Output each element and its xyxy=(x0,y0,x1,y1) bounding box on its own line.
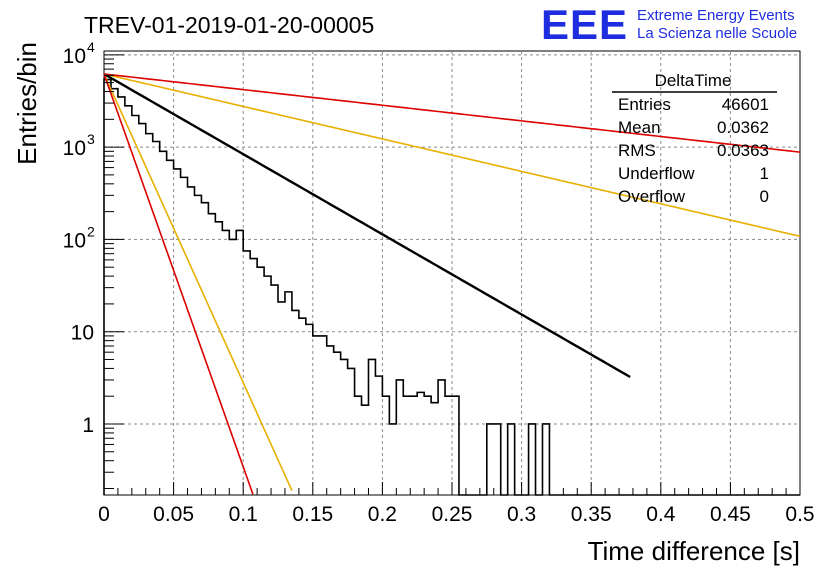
y-tick-label: 10 xyxy=(63,137,86,160)
fit-line-0 xyxy=(103,72,631,379)
x-tick-label: 0.45 xyxy=(710,503,751,526)
logo-line2: La Scienza nelle Scuole xyxy=(637,25,797,42)
chart-title: TREV-01-2019-01-20-00005 xyxy=(84,12,374,38)
fit-line-4 xyxy=(103,73,254,495)
y-tick-exponent: 3 xyxy=(87,131,95,147)
stats-title: DeltaTime xyxy=(655,71,732,90)
fit-line-2 xyxy=(103,73,801,153)
stats-box: DeltaTime Entries 46601 Mean 0.0362 RMS … xyxy=(612,71,777,206)
stats-value-entries: 46601 xyxy=(722,95,769,114)
eee-logo: EEE Extreme Energy Events La Scienza nel… xyxy=(541,1,797,48)
fit-line-3 xyxy=(103,73,293,491)
x-tick-label: 0.2 xyxy=(368,503,397,526)
fit-line-1 xyxy=(103,73,801,238)
y-tick-exponent: 4 xyxy=(87,39,95,55)
x-tick-label: 0.15 xyxy=(292,503,333,526)
stats-value-rms: 0.0363 xyxy=(717,141,769,160)
data-layer xyxy=(103,72,801,496)
x-tick-label: 0.5 xyxy=(785,503,814,526)
stats-label-mean: Mean xyxy=(618,118,661,137)
x-tick-label: 0.35 xyxy=(571,503,612,526)
x-tick-label: 0.1 xyxy=(229,503,258,526)
y-tick-label: 10 xyxy=(63,229,86,252)
stats-value-mean: 0.0362 xyxy=(717,118,769,137)
y-tick-label: 1 xyxy=(82,414,94,437)
x-tick-label: 0 xyxy=(98,503,110,526)
stats-label-underflow: Underflow xyxy=(618,164,695,183)
x-tick-label: 0.3 xyxy=(507,503,536,526)
y-tick-exponent: 2 xyxy=(87,223,95,239)
stats-value-overflow: 0 xyxy=(760,187,769,206)
logo-mark: EEE xyxy=(541,1,628,48)
histogram-deltatime xyxy=(103,78,800,496)
stats-label-overflow: Overflow xyxy=(618,187,686,206)
logo-line1: Extreme Energy Events xyxy=(637,7,795,24)
stats-value-underflow: 1 xyxy=(760,164,769,183)
stats-label-rms: RMS xyxy=(618,141,656,160)
y-axis-title: Entries/bin xyxy=(12,42,42,165)
y-tick-label: 10 xyxy=(63,45,86,68)
x-tick-label: 0.4 xyxy=(646,503,676,526)
y-tick-label: 10 xyxy=(71,322,94,345)
x-tick-label: 0.05 xyxy=(153,503,194,526)
stats-label-entries: Entries xyxy=(618,95,671,114)
axes: 0 0.05 0.1 0.15 0.2 0.25 0.3 0.35 0.4 0.45 0.51101… xyxy=(63,39,815,526)
x-tick-label: 0.25 xyxy=(432,503,473,526)
x-axis-title: Time difference [s] xyxy=(588,536,800,566)
